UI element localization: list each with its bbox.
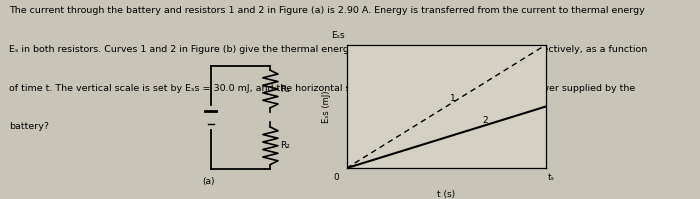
Text: battery?: battery? (9, 122, 49, 131)
Text: Eₛs: Eₛs (331, 31, 344, 40)
Text: R₂: R₂ (280, 141, 290, 150)
Text: of time t. The vertical scale is set by Eₛs = 30.0 mJ, and the horizontal scale : of time t. The vertical scale is set by … (9, 84, 636, 93)
Text: 2: 2 (482, 116, 488, 125)
Text: 1: 1 (450, 94, 456, 103)
Text: Eₛ in both resistors. Curves 1 and 2 in Figure (b) give the thermal energy Eₛ di: Eₛ in both resistors. Curves 1 and 2 in … (9, 45, 648, 54)
Text: R₁: R₁ (280, 85, 290, 94)
Text: tₛ: tₛ (548, 173, 555, 182)
Text: (a): (a) (202, 177, 215, 186)
Text: t (s): t (s) (438, 190, 455, 199)
Text: The current through the battery and resistors 1 and 2 in Figure (a) is 2.90 A. E: The current through the battery and resi… (9, 6, 645, 15)
Text: 0: 0 (334, 173, 340, 182)
Text: Eₛs (mJ): Eₛs (mJ) (322, 90, 331, 123)
